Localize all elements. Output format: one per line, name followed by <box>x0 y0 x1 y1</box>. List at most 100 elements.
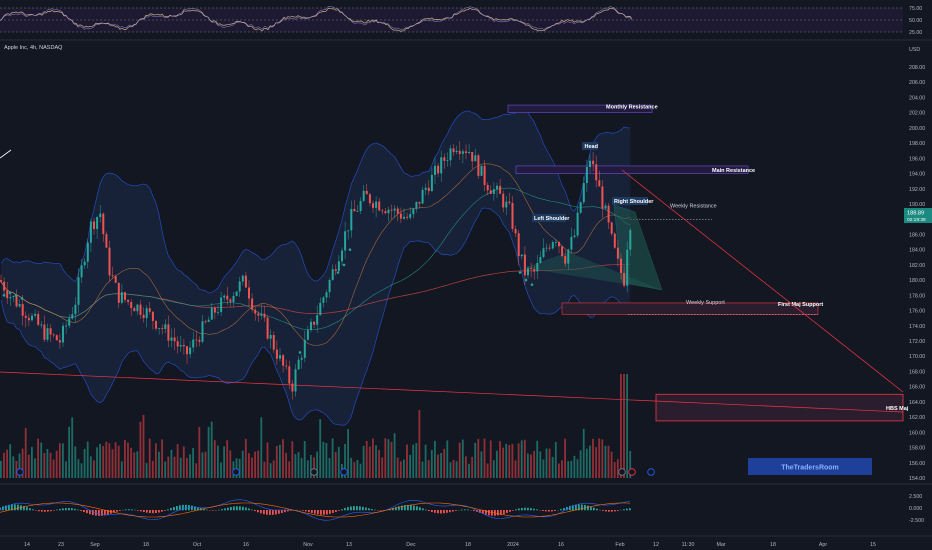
volume-bar <box>43 453 46 478</box>
volume-bar <box>161 439 163 478</box>
volume-bar <box>182 446 185 478</box>
time-tick: 18 <box>465 542 471 548</box>
macd-bar <box>65 508 67 511</box>
weekly-resistance-label: Weekly Resistance <box>670 204 717 210</box>
macd-bar <box>395 507 397 511</box>
neckline-trendline[interactable] <box>0 371 904 413</box>
macd-bar <box>14 504 16 511</box>
macd-bar <box>23 506 25 511</box>
candle-body <box>86 242 89 262</box>
macd-bar <box>143 510 145 513</box>
hbs-major-zone[interactable] <box>655 393 904 422</box>
volume-bar <box>27 454 30 478</box>
macd-bar <box>308 510 310 513</box>
macd-bar <box>80 510 82 511</box>
volume-bar <box>257 450 260 478</box>
candle-body <box>561 246 564 257</box>
macd-bar <box>44 510 46 512</box>
macd-bar <box>356 506 358 511</box>
weekly-support-zone[interactable] <box>561 302 819 315</box>
volume-bar <box>551 456 554 478</box>
time-tick: 18 <box>770 542 776 548</box>
candle-body <box>517 233 520 257</box>
macd-bar <box>221 509 223 511</box>
macd-bar <box>335 510 337 512</box>
price-tick: 192.00 <box>909 187 925 193</box>
macd-bar <box>74 508 76 511</box>
signal-dots <box>2 248 534 354</box>
main-resistance-zone[interactable] <box>515 165 749 174</box>
volume-bar <box>86 441 89 478</box>
time-tick: 23 <box>58 542 64 548</box>
macd-bar <box>266 510 268 515</box>
price-tick: 166.00 <box>909 385 925 391</box>
volume-bar <box>62 443 64 478</box>
monthly-resistance-zone[interactable] <box>507 104 653 113</box>
time-tick: 14 <box>24 542 30 548</box>
macd-bar <box>161 510 163 512</box>
volume-bar <box>592 438 594 478</box>
volume-bar <box>18 453 21 478</box>
candle-body <box>573 235 576 237</box>
volume-bar <box>167 456 170 478</box>
volume-bar <box>446 440 449 478</box>
signal-dot <box>336 271 340 274</box>
volume-bar <box>489 440 492 478</box>
candle-body <box>161 328 164 330</box>
volume-bar <box>598 438 601 478</box>
candle-body <box>356 210 359 212</box>
price-axis[interactable]: 208.00 206.00 204.00 202.00 200.00 198.00 196.… <box>909 65 925 482</box>
candle-body <box>3 281 6 291</box>
monthly-resistance-label: Monthly Resistance <box>606 105 658 111</box>
volume-bar <box>217 445 219 478</box>
candle-body <box>288 366 291 384</box>
drawing-stroke[interactable] <box>0 149 12 159</box>
volume-bar <box>3 452 5 478</box>
price-panel[interactable]: Monthly Resistance Main Resistance Weekl… <box>0 105 909 479</box>
candle-body <box>499 185 502 194</box>
head-shoulders-projection[interactable] <box>613 204 663 291</box>
candle-body <box>629 230 632 250</box>
macd-bar <box>191 505 193 511</box>
volume-bar <box>37 438 39 478</box>
right-shoulder-label-box: Right Shoulder <box>612 197 654 205</box>
head-label-box: Head <box>582 142 598 150</box>
macd-bar <box>263 510 265 515</box>
currency-label[interactable]: USD <box>909 47 920 53</box>
volume-bar <box>65 461 67 478</box>
candle-body <box>238 281 241 292</box>
volume-bar <box>275 446 278 478</box>
price-tick: 180.00 <box>909 278 925 284</box>
descending-trendline[interactable] <box>621 169 904 393</box>
volume-bar <box>282 439 284 478</box>
time-axis[interactable]: 14 23 Sep 18 Oct 16 Nov 13 Dec 18 2024 16 Feb 12 11:30… <box>24 542 876 548</box>
macd-bar <box>146 510 148 513</box>
volume-bar <box>124 439 126 478</box>
candle-body <box>461 151 464 154</box>
volume-bar <box>325 443 328 478</box>
macd-bar <box>197 507 199 511</box>
candle-body <box>483 165 486 185</box>
candle-body <box>186 346 188 355</box>
candle-body <box>232 295 235 302</box>
volume-bar <box>319 419 322 478</box>
candle-body <box>294 369 297 392</box>
macd-bar <box>41 510 43 512</box>
volume-bar <box>235 458 238 478</box>
macd-bar <box>530 508 532 511</box>
candle-body <box>567 249 570 264</box>
candle-body <box>514 228 517 234</box>
time-tick: Mar <box>716 542 725 548</box>
signal-dot <box>298 351 302 354</box>
volume-bar <box>34 458 36 478</box>
volume-bar <box>139 421 142 478</box>
time-tick: 16 <box>558 542 564 548</box>
macd-bar <box>59 508 61 511</box>
candle-body <box>390 209 393 211</box>
volume-bar <box>378 450 380 478</box>
macd-bar <box>164 510 166 511</box>
volume-bar <box>269 463 272 478</box>
volume-bar <box>248 453 250 478</box>
volume-bar <box>396 457 399 478</box>
